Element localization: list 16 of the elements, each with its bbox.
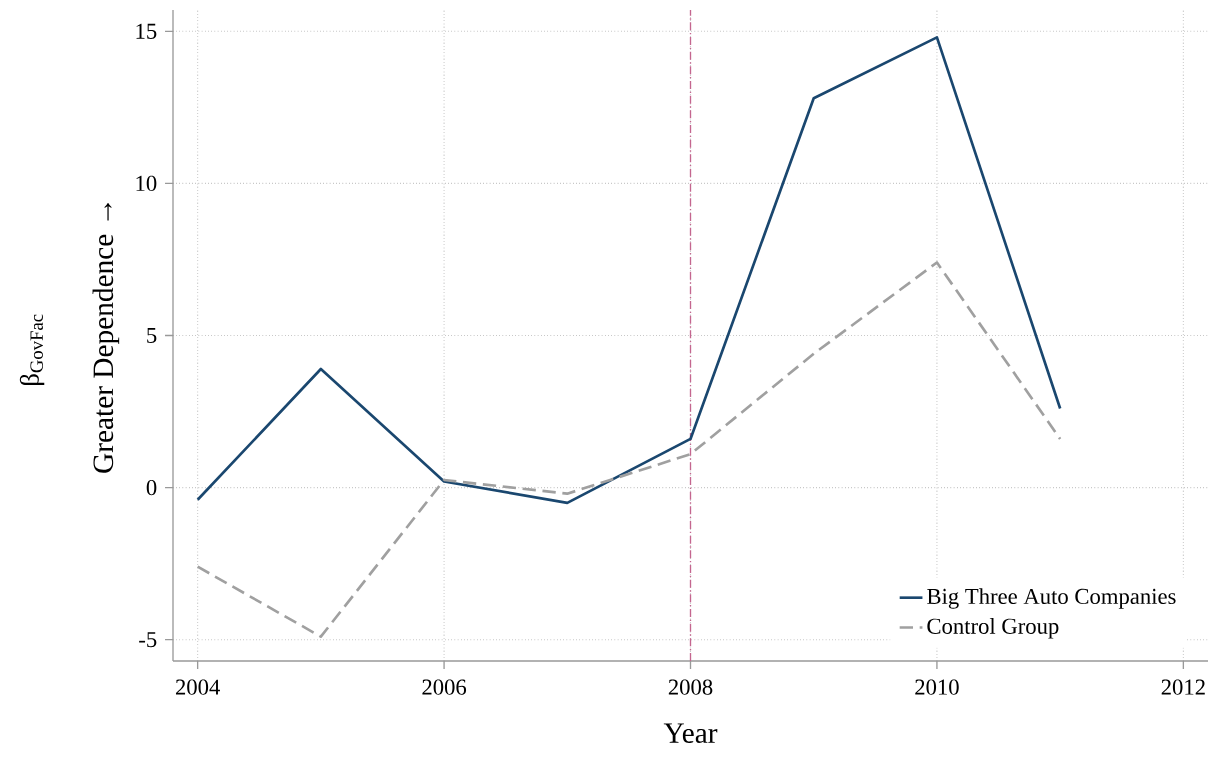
y-tick-label: -5 — [139, 632, 157, 648]
x-tick-label: 2008 — [668, 679, 713, 695]
legend-label: Big Three Auto Companies — [927, 588, 1176, 609]
x-axis-title: Year — [663, 723, 718, 743]
y-axis-title: Greater Dependence → — [92, 203, 120, 473]
text: β$_{GovFac}$ — [19, 314, 45, 385]
legend-label: Control Group — [927, 617, 1059, 639]
line-series — [196, 36, 1062, 505]
x-tick-label: 2012 — [1161, 679, 1205, 695]
y-tick-label: 0 — [146, 479, 157, 496]
y-tick-label: 10 — [136, 175, 157, 192]
x-tick-label: 2010 — [915, 679, 959, 695]
y-tick-label: 15 — [136, 23, 157, 39]
y-tick-label: 5 — [147, 327, 157, 344]
x-tick-label: 2006 — [422, 679, 467, 695]
x-tick-label: 2004 — [175, 679, 220, 695]
